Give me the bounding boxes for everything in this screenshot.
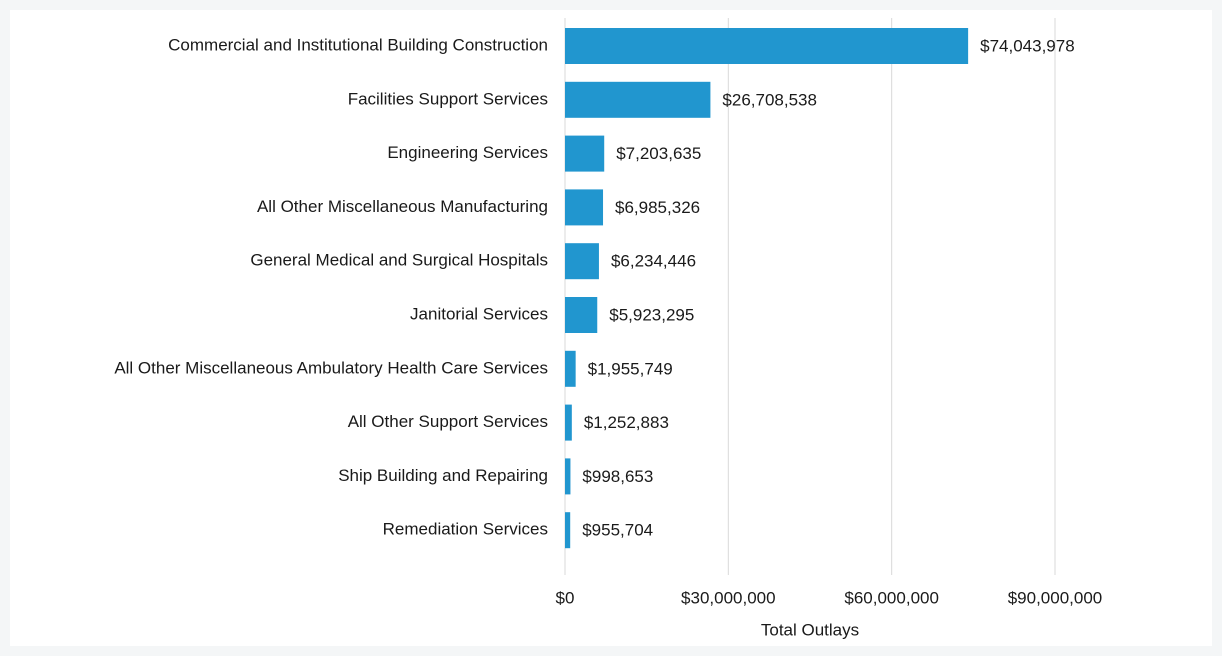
value-label: $998,653 [582, 467, 653, 486]
value-label: $7,203,635 [616, 144, 701, 163]
bar [565, 350, 576, 387]
x-tick-label: $0 [556, 588, 575, 607]
value-label: $74,043,978 [980, 36, 1075, 55]
value-label: $5,923,295 [609, 305, 694, 324]
y-tick-label: Ship Building and Repairing [338, 466, 548, 485]
y-tick-label: Janitorial Services [410, 304, 548, 323]
bar [565, 297, 598, 333]
y-tick-label: Commercial and Institutional Building Co… [168, 35, 548, 54]
bar [565, 458, 571, 495]
y-tick-label: All Other Miscellaneous Ambulatory Healt… [114, 358, 548, 377]
value-label: $26,708,538 [722, 90, 817, 109]
x-tick-label: $60,000,000 [844, 588, 939, 607]
x-axis-title: Total Outlays [761, 620, 859, 639]
y-tick-label: All Other Miscellaneous Manufacturing [257, 197, 548, 216]
bar [565, 81, 711, 118]
x-tick-label: $30,000,000 [681, 588, 776, 607]
y-tick-label: Engineering Services [387, 143, 548, 162]
x-tick-label: $90,000,000 [1008, 588, 1103, 607]
value-label: $1,252,883 [584, 413, 669, 432]
bar [565, 512, 571, 549]
bar [565, 28, 969, 64]
y-tick-label: General Medical and Surgical Hospitals [250, 251, 548, 270]
value-label: $6,234,446 [611, 252, 696, 271]
value-label: $6,985,326 [615, 198, 700, 217]
bar [565, 404, 572, 441]
y-tick-label: Remediation Services [383, 520, 548, 539]
y-tick-label: Facilities Support Services [348, 89, 548, 108]
value-label: $955,704 [582, 521, 653, 540]
y-tick-label: All Other Support Services [348, 412, 548, 431]
value-label: $1,955,749 [588, 359, 673, 378]
bar [565, 189, 604, 226]
bar [565, 135, 605, 172]
bar [565, 243, 599, 280]
